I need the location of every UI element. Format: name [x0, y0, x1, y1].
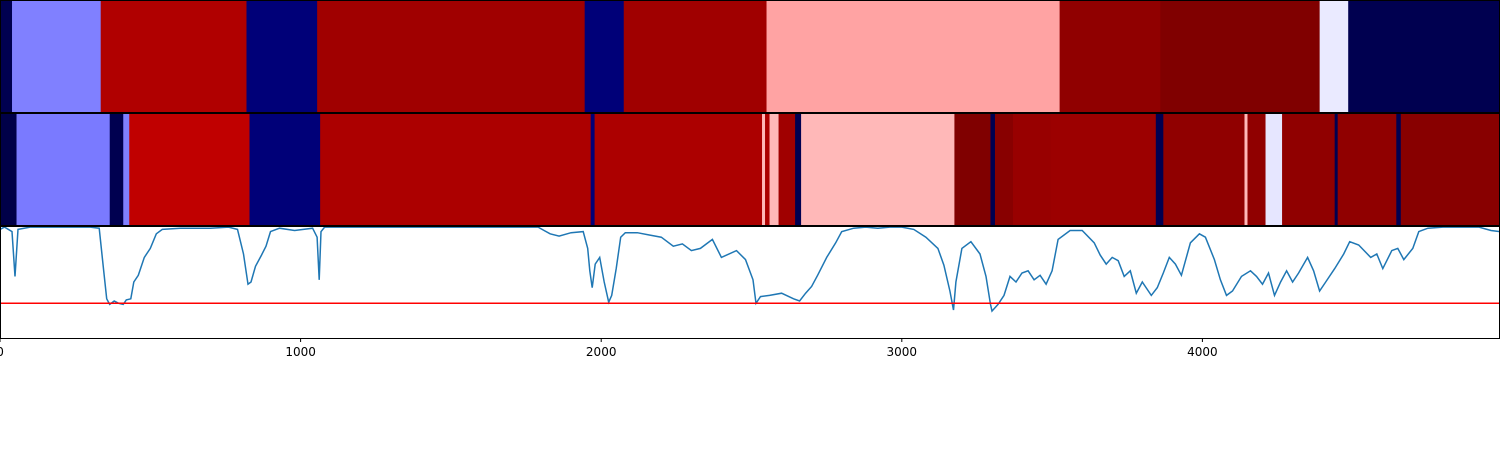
heatmap-cell-row2-11 — [769, 113, 779, 225]
line-panel-background — [0, 226, 1500, 338]
heatmap-cell-row2-29 — [1400, 113, 1500, 225]
heatmap-row-2 — [0, 113, 1500, 225]
heatmap-cell-row1-6 — [623, 0, 767, 112]
heatmap-cell-row1-7 — [766, 0, 1061, 112]
heatmap-cell-row1-2 — [100, 0, 247, 112]
heatmap-cell-row2-2 — [109, 113, 124, 225]
heatmap-cell-row2-3 — [123, 113, 130, 225]
heatmap-cell-row2-22 — [1244, 113, 1248, 225]
heatmap-cell-row2-21 — [1163, 113, 1245, 225]
x-tick-label-4: 4000 — [1187, 345, 1218, 359]
x-tick-label-3: 3000 — [887, 345, 918, 359]
heatmap-cell-row2-7 — [590, 113, 595, 225]
heatmap-cell-row2-5 — [249, 113, 321, 225]
heatmap-cell-row2-8 — [594, 113, 763, 225]
x-tick-label-2: 2000 — [586, 345, 617, 359]
heatmap-cell-row2-9 — [762, 113, 766, 225]
heatmap-cell-row1-11 — [1348, 0, 1500, 112]
heatmap-cell-row2-24 — [1265, 113, 1283, 225]
heatmap-cell-row2-14 — [801, 113, 955, 225]
signal-line-panel — [0, 226, 1500, 338]
heatmap-cell-row2-28 — [1396, 113, 1402, 225]
heatmap-cell-row1-10 — [1319, 0, 1349, 112]
heatmap-cell-row2-27 — [1337, 113, 1397, 225]
heatmap-cell-row1-4 — [317, 0, 586, 112]
heatmap-cell-row2-13 — [795, 113, 802, 225]
heatmap-cell-row2-16 — [990, 113, 996, 225]
x-tick-label-0: 0 — [0, 345, 4, 359]
heatmap-cell-row2-26 — [1334, 113, 1339, 225]
heatmap-cell-row1-8 — [1059, 0, 1161, 112]
heatmap-cell-row2-18 — [1013, 113, 1052, 225]
signal-series-line — [0, 226, 1500, 313]
heatmap-cell-row2-4 — [129, 113, 250, 225]
heatmap-cell-row2-25 — [1282, 113, 1336, 225]
heatmap-cell-row1-1 — [12, 0, 102, 112]
heatmap-cell-row2-12 — [778, 113, 796, 225]
heatmap-cell-row2-17 — [994, 113, 1014, 225]
heatmap-cell-row2-6 — [320, 113, 592, 225]
x-axis: 0 1000 2000 3000 4000 — [0, 338, 1218, 359]
heatmap-cell-row2-0 — [0, 113, 17, 225]
heatmap-cell-row1-0 — [0, 0, 13, 112]
heatmap-cell-row2-1 — [16, 113, 111, 225]
heatmap-cell-row2-10 — [765, 113, 770, 225]
heatmap-cell-row1-5 — [584, 0, 625, 112]
heatmap-cell-row2-19 — [1050, 113, 1157, 225]
heatmap-row-1 — [0, 0, 1500, 112]
heatmap-cell-row2-23 — [1247, 113, 1266, 225]
heatmap-cell-row1-3 — [246, 0, 318, 112]
heatmap-cell-row1-9 — [1160, 0, 1321, 112]
heatmap-cell-row2-20 — [1155, 113, 1164, 225]
x-tick-label-1: 1000 — [285, 345, 316, 359]
heatmap-cell-row2-15 — [954, 113, 991, 225]
